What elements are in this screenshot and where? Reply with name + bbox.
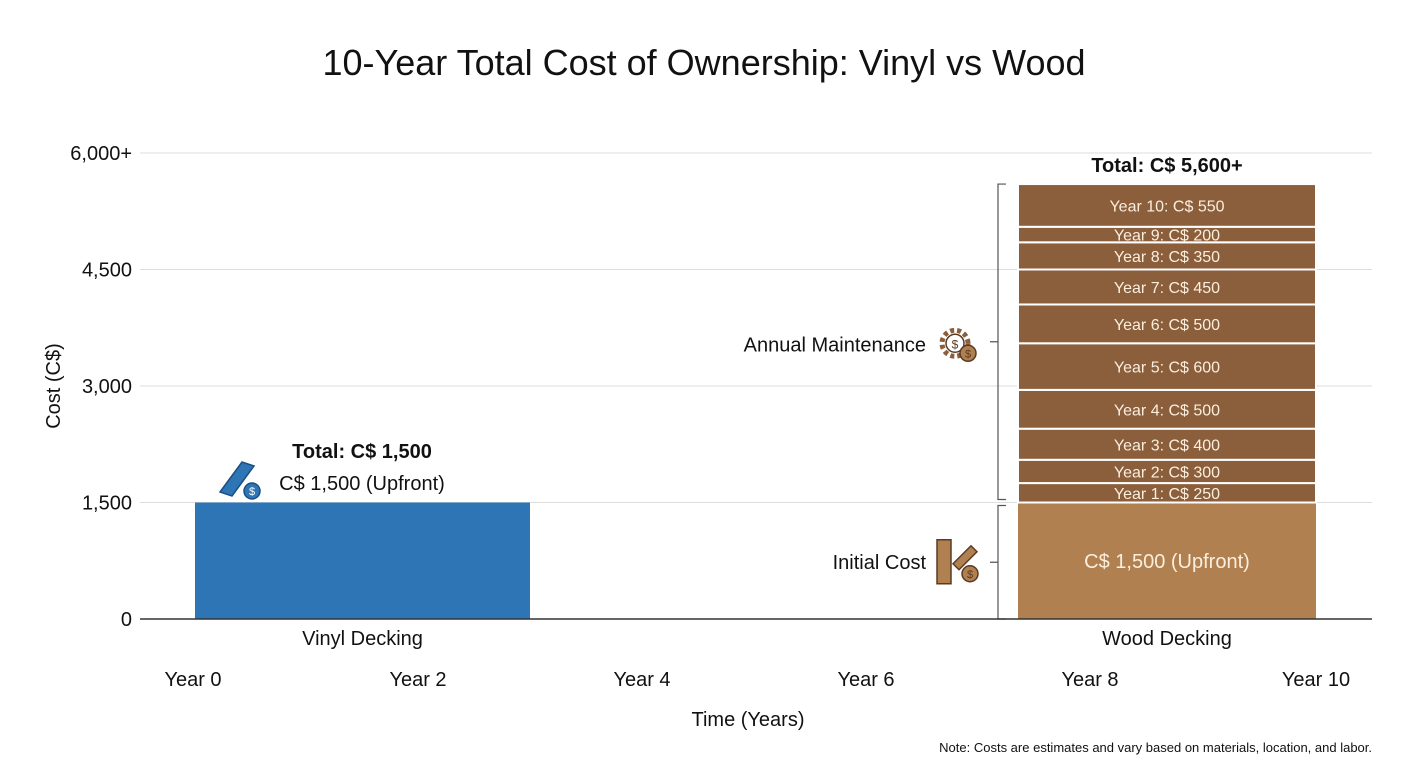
- y-tick-label: 4,500: [82, 260, 132, 282]
- wood-maintenance-segment-year-8: [1017, 241, 1317, 271]
- wood-initial-label: C$ 1,500 (Upfront): [1084, 551, 1250, 573]
- wood-maintenance-segment-year-3: [1017, 427, 1317, 461]
- wood-maintenance-label: Year 4: C$ 500: [1114, 402, 1220, 419]
- x-tick-labels: Year 0 Year 2 Year 4 Year 6 Year 8 Year 10: [164, 669, 1350, 691]
- svg-text:$: $: [952, 337, 959, 351]
- y-axis-label: Cost (C$): [43, 343, 65, 429]
- wood-maintenance-label: Year 1: C$ 250: [1114, 486, 1220, 503]
- x-tick-label: Year 0: [164, 669, 221, 691]
- wood-maintenance-label: Year 7: C$ 450: [1114, 280, 1220, 297]
- y-tick-label: 0: [121, 609, 132, 631]
- wood-maintenance-segment-year-5: [1017, 342, 1317, 391]
- chart-title: 10-Year Total Cost of Ownership: Vinyl v…: [322, 42, 1085, 83]
- x-tick-label: Year 8: [1061, 669, 1118, 691]
- svg-text:$: $: [967, 569, 973, 581]
- wood-maintenance-label: Year 9: C$ 200: [1114, 228, 1220, 245]
- wood-maintenance-label: Year 10: C$ 550: [1109, 198, 1224, 215]
- wood-maintenance-label: Year 5: C$ 600: [1114, 360, 1220, 377]
- wood-maintenance-label: Year 8: C$ 350: [1114, 249, 1220, 266]
- initial-annotation-label: Initial Cost: [833, 552, 927, 574]
- wood-maintenance-segment-year-10: [1017, 183, 1317, 228]
- x-tick-label: Year 6: [837, 669, 894, 691]
- x-axis-label: Time (Years): [692, 709, 805, 731]
- initial-bracket: [990, 504, 1006, 620]
- svg-text:$: $: [965, 348, 971, 360]
- maintenance-bracket: [990, 183, 1006, 501]
- x-tick-label: Year 2: [389, 669, 446, 691]
- y-tick-label: 6,000+: [70, 143, 132, 165]
- footnote: Note: Costs are estimates and vary based…: [939, 740, 1372, 755]
- y-tick-label: 3,000: [82, 376, 132, 398]
- wood-initial-segment: [1018, 502, 1316, 619]
- wood-maintenance-segment-year-7: [1017, 268, 1317, 306]
- category-label-vinyl: Vinyl Decking: [302, 628, 423, 650]
- wood-brush-dollar-icon: $: [936, 539, 979, 585]
- x-tick-label: Year 10: [1282, 669, 1350, 691]
- wood-maintenance-label: Year 6: C$ 500: [1114, 317, 1220, 334]
- gear-dollar-icon: $$: [939, 327, 977, 363]
- y-tick-label: 1,500: [82, 493, 132, 515]
- y-tick-labels: 0 1,500 3,000 4,500 6,000+: [70, 143, 132, 631]
- vinyl-total-label: Total: C$ 1,500: [292, 441, 432, 463]
- vinyl-segment-label: C$ 1,500 (Upfront): [279, 473, 445, 495]
- vinyl-bar: [195, 502, 530, 619]
- wood-maintenance-label: Year 3: C$ 400: [1114, 437, 1220, 454]
- x-tick-label: Year 4: [613, 669, 670, 691]
- bars: Total: C$ 1,500 C$ 1,500 (Upfront) $ C$ 1,5…: [195, 155, 1317, 619]
- svg-text:$: $: [249, 486, 255, 498]
- wood-total-label: Total: C$ 5,600+: [1091, 155, 1242, 177]
- wood-maintenance-label: Year 2: C$ 300: [1114, 464, 1220, 481]
- maintenance-annotation-label: Annual Maintenance: [744, 334, 926, 356]
- vinyl-plank-dollar-icon: $: [218, 461, 261, 500]
- category-labels: Vinyl Decking Wood Decking: [302, 628, 1232, 650]
- wood-maintenance-segment-year-6: [1017, 303, 1317, 345]
- category-label-wood: Wood Decking: [1102, 628, 1232, 650]
